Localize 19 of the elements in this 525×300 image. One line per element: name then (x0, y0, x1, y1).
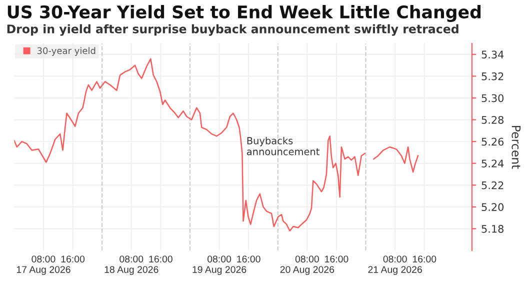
chart-subtitle: Drop in yield after surprise buyback announcement swiftly retraced (7, 24, 458, 36)
chart-title: US 30-Year Yield Set to End Week Little Changed (8, 5, 481, 22)
y-tick-label: 5.18 (482, 224, 504, 233)
y-tick-label: 5.34 (482, 50, 504, 58)
y-tick-label: 5.24 (482, 160, 504, 168)
y-axis-title: Percent (512, 126, 520, 169)
y-tick-label: 5.22 (482, 181, 504, 190)
x-tick-label: 16:00 (149, 256, 172, 262)
x-tick-label: 16:00 (61, 256, 85, 262)
y-tick-label: 5.26 (482, 138, 504, 146)
annotation: Buybacks announcement (246, 136, 320, 156)
x-tick-label: 16:00 (412, 256, 436, 262)
y-tick-label: 5.32 (482, 72, 504, 80)
legend-label: 30-year yield (37, 47, 96, 56)
y-tick-label: 5.30 (482, 94, 504, 102)
x-tick-label: 16:00 (325, 256, 348, 262)
y-tick-label: 5.28 (482, 116, 504, 124)
y-tick-label: 5.20 (482, 203, 504, 212)
x-tick-label: 16:00 (237, 256, 260, 262)
